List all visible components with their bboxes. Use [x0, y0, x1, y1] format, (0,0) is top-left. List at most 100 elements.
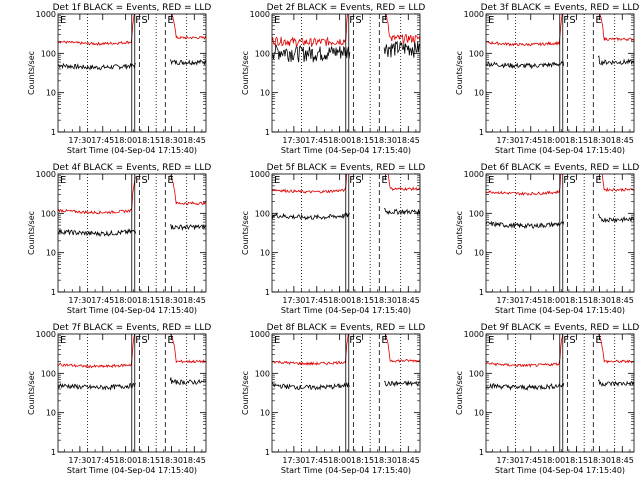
x-tick-label: 18:45	[397, 456, 420, 465]
detector-panel: Det 8f BLACK = Events, RED = LLD E F S E 1 10 1…	[241, 323, 425, 475]
x-tick-label: 18:45	[611, 136, 634, 145]
panel-plot-area	[486, 14, 634, 70]
x-tick-label: 18:15	[351, 456, 374, 465]
x-tick-label: 18:30	[160, 136, 183, 145]
detector-panel: Det 7f BLACK = Events, RED = LLD E F S E 1 10 1…	[27, 323, 211, 475]
panel-title: Det 3f BLACK = Events, RED = LLD	[481, 3, 640, 13]
lld-series-line	[171, 14, 206, 40]
lld-series-line	[598, 334, 634, 364]
x-tick-label: 18:00	[542, 456, 565, 465]
panel-frame	[485, 173, 635, 293]
marker-label: F	[135, 15, 141, 26]
panel-frame	[57, 173, 207, 293]
panel-frame	[271, 173, 421, 293]
x-tick-label: 17:30	[496, 296, 519, 305]
marker-label: F	[135, 175, 141, 186]
lld-series-line	[170, 334, 206, 364]
y-tick-label: 10	[474, 409, 484, 418]
x-axis-label: Start Time (04-Sep-04 17:15:40)	[67, 146, 197, 155]
x-axis-label: Start Time (04-Sep-04 17:15:40)	[281, 306, 411, 315]
marker-label: E	[274, 15, 280, 26]
x-axis-label: Start Time (04-Sep-04 17:15:40)	[281, 146, 411, 155]
y-axis-label: Counts/sec	[455, 371, 464, 415]
x-tick-label: 18:30	[588, 136, 611, 145]
marker-label: S	[141, 175, 147, 186]
marker-label: S	[141, 15, 147, 26]
x-tick-label: 17:30	[282, 456, 305, 465]
y-axis-label: Counts/sec	[455, 51, 464, 95]
x-tick-label: 18:45	[611, 456, 634, 465]
events-series-line	[486, 60, 565, 70]
marker-label: F	[135, 335, 141, 346]
lld-series-line	[58, 14, 135, 46]
x-tick-label: 18:15	[137, 456, 160, 465]
marker-label: E	[167, 335, 173, 346]
y-tick-label: 100	[41, 209, 56, 218]
x-tick-label: 17:30	[282, 296, 305, 305]
events-series-line	[383, 207, 420, 216]
y-tick-label: 1	[51, 288, 56, 297]
y-tick-label: 1	[265, 128, 270, 137]
panel-plot-area	[486, 174, 634, 230]
x-tick-label: 18:15	[565, 136, 588, 145]
y-tick-label: 1000	[36, 10, 56, 19]
y-tick-label: 1	[265, 288, 270, 297]
y-tick-label: 100	[255, 49, 270, 58]
x-tick-label: 18:15	[137, 136, 160, 145]
x-tick-label: 18:45	[183, 136, 206, 145]
lld-series-line	[169, 175, 206, 206]
x-tick-label: 18:30	[374, 136, 397, 145]
panel-frame	[271, 333, 421, 453]
panel-plot-area	[272, 174, 420, 221]
detector-panel: Det 3f BLACK = Events, RED = LLD E F S E 1 10 1…	[455, 3, 639, 155]
marker-label: E	[60, 175, 66, 186]
detector-panel: Det 4f BLACK = Events, RED = LLD E F S E 1 10 1…	[27, 163, 211, 315]
lld-series-line	[599, 14, 634, 42]
x-tick-label: 17:45	[91, 136, 114, 145]
x-tick-label: 17:45	[91, 296, 114, 305]
x-tick-label: 18:15	[137, 296, 160, 305]
y-tick-label: 10	[474, 249, 484, 258]
y-tick-label: 10	[46, 249, 56, 258]
x-axis-label: Start Time (04-Sep-04 17:15:40)	[67, 466, 197, 475]
x-tick-label: 17:45	[305, 136, 328, 145]
panel-title: Det 2f BLACK = Events, RED = LLD	[267, 3, 426, 13]
lld-series-line	[272, 14, 348, 48]
panel-title: Det 4f BLACK = Events, RED = LLD	[53, 163, 212, 173]
panel-frame	[57, 333, 207, 453]
x-tick-label: 18:15	[351, 136, 374, 145]
x-tick-label: 18:00	[114, 136, 137, 145]
x-tick-label: 17:45	[519, 136, 542, 145]
panel-title: Det 9f BLACK = Events, RED = LLD	[481, 323, 640, 333]
panel-frame	[485, 333, 635, 453]
panel-title: Det 5f BLACK = Events, RED = LLD	[267, 163, 426, 173]
panel-plot-area	[272, 334, 420, 391]
events-series-line	[58, 62, 137, 71]
detector-panel: Det 9f BLACK = Events, RED = LLD E F S E 1 10 1…	[455, 323, 639, 475]
x-tick-label: 17:30	[496, 456, 519, 465]
y-tick-label: 1000	[250, 330, 270, 339]
x-tick-label: 18:45	[183, 456, 206, 465]
x-tick-label: 18:00	[542, 136, 565, 145]
events-series-line	[169, 59, 206, 67]
marker-label: F	[563, 15, 569, 26]
y-tick-label: 1000	[250, 10, 270, 19]
y-axis-label: Counts/sec	[241, 371, 250, 415]
lld-series-line	[601, 174, 634, 193]
events-series-line	[383, 40, 420, 58]
marker-label: F	[349, 175, 355, 186]
x-tick-label: 17:30	[68, 296, 91, 305]
x-tick-label: 18:15	[565, 296, 588, 305]
x-tick-label: 17:45	[91, 456, 114, 465]
events-series-line	[58, 382, 136, 391]
events-series-line	[58, 228, 137, 237]
detector-panel: Det 1f BLACK = Events, RED = LLD E F S E 1 10 1…	[27, 3, 211, 155]
x-tick-label: 18:45	[397, 296, 420, 305]
events-series-line	[597, 379, 634, 388]
y-tick-label: 1	[479, 128, 484, 137]
marker-label: E	[274, 175, 280, 186]
x-axis-label: Start Time (04-Sep-04 17:15:40)	[281, 466, 411, 475]
panel-title: Det 6f BLACK = Events, RED = LLD	[481, 163, 640, 173]
marker-label: E	[595, 15, 601, 26]
